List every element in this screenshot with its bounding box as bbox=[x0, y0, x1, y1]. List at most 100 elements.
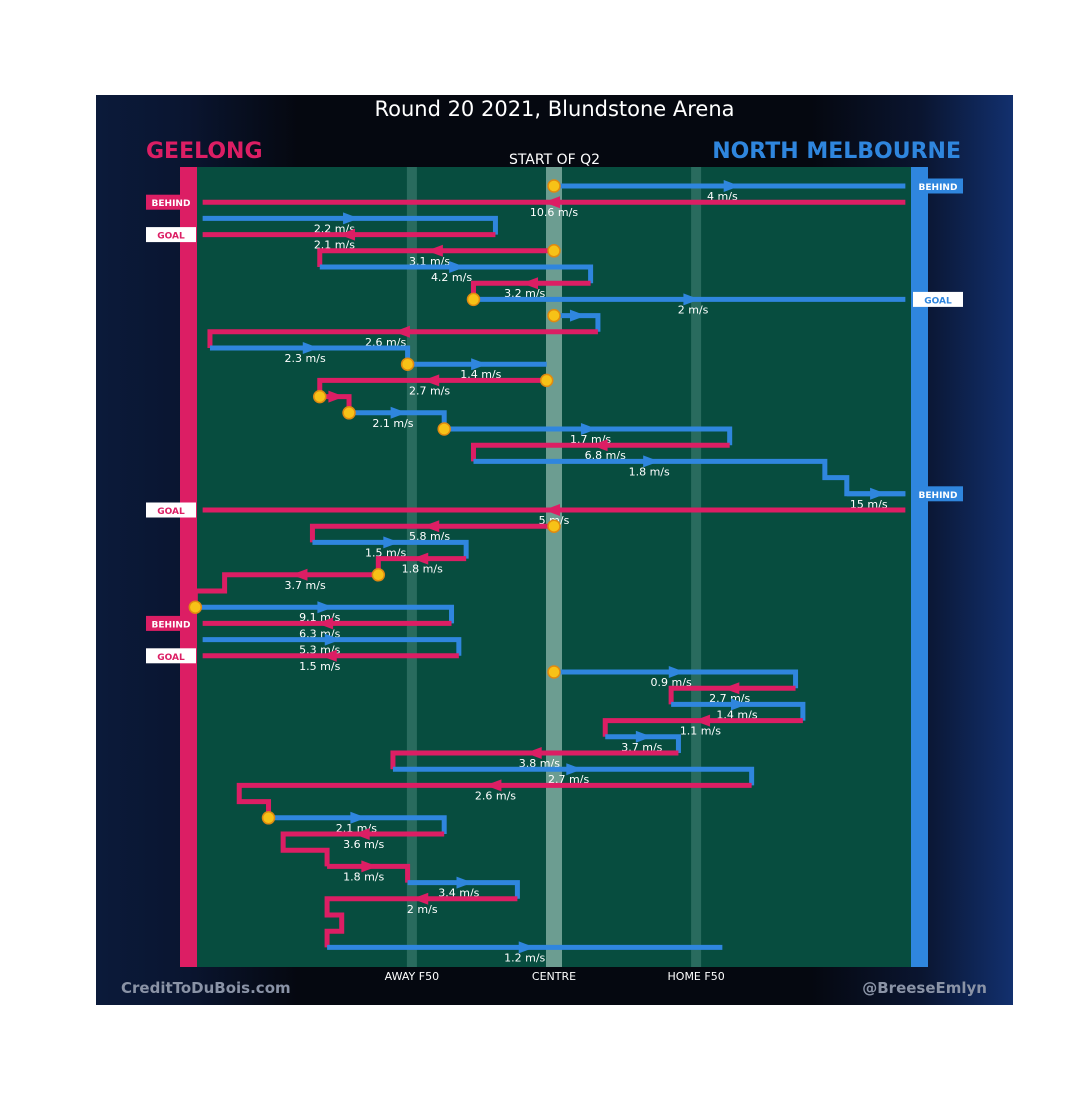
chain-path bbox=[309, 523, 554, 543]
direction-arrow bbox=[518, 941, 535, 954]
direction-arrow bbox=[580, 423, 597, 435]
outcome-badge bbox=[146, 648, 196, 664]
speed-label: 2.3 m/s bbox=[285, 352, 326, 365]
direction-arrow bbox=[324, 633, 341, 646]
speed-label: 3.6 m/s bbox=[343, 838, 384, 851]
speed-label: 10.6 m/s bbox=[530, 206, 578, 219]
team-right-label: NORTH MELBOURNE bbox=[712, 139, 961, 164]
direction-arrow bbox=[317, 617, 334, 630]
direction-arrow bbox=[643, 455, 660, 468]
speed-label: 1.2 m/s bbox=[504, 951, 545, 964]
direction-arrow bbox=[566, 763, 583, 776]
chain-path bbox=[202, 637, 462, 656]
chain-start-marker bbox=[539, 373, 554, 388]
direction-arrow bbox=[471, 358, 488, 371]
direction-arrow bbox=[412, 892, 429, 905]
outcome-label: GOAL bbox=[157, 653, 185, 663]
x-tick-label: AWAY F50 bbox=[384, 970, 440, 983]
direction-arrow bbox=[544, 196, 560, 209]
x-reference-band bbox=[406, 167, 417, 967]
direction-arrow bbox=[591, 439, 608, 452]
outcome-label: GOAL bbox=[157, 507, 185, 517]
chain-start-marker bbox=[400, 357, 415, 371]
chain-start-marker bbox=[437, 422, 451, 436]
chain-path bbox=[324, 896, 518, 948]
chain-path bbox=[319, 264, 594, 284]
chain-path bbox=[668, 685, 796, 705]
outcome-badge bbox=[146, 194, 196, 210]
chain-path bbox=[280, 831, 445, 867]
chain-path bbox=[407, 880, 520, 899]
speed-label: 2 m/s bbox=[407, 903, 438, 916]
team-left-label: GEELONG bbox=[146, 139, 263, 164]
x-tick-label: HOME F50 bbox=[667, 970, 725, 983]
outcome-badge bbox=[913, 486, 963, 502]
direction-arrow bbox=[317, 601, 334, 614]
direction-arrow bbox=[393, 325, 410, 338]
outcome-badge bbox=[146, 227, 196, 243]
direction-arrow bbox=[328, 390, 345, 403]
direction-arrow bbox=[426, 244, 443, 257]
direction-arrow bbox=[339, 228, 356, 241]
chain-path bbox=[317, 248, 554, 267]
chain-path bbox=[470, 442, 730, 462]
direction-arrow bbox=[569, 309, 586, 322]
chain-start-marker bbox=[371, 568, 386, 582]
chain-path bbox=[554, 313, 601, 332]
speed-label: 1.5 m/s bbox=[299, 660, 340, 673]
x-reference-band bbox=[546, 167, 562, 967]
chain-path bbox=[554, 669, 799, 689]
direction-arrow bbox=[353, 828, 370, 840]
outcome-label: BEHIND bbox=[152, 199, 191, 209]
direction-arrow bbox=[423, 520, 440, 533]
x-tick-label: CENTRE bbox=[531, 970, 577, 983]
direction-arrow bbox=[694, 714, 711, 727]
credit-right: @BreeseEmlyn bbox=[862, 979, 987, 997]
chain-start-marker bbox=[466, 292, 481, 307]
direction-arrow bbox=[412, 552, 429, 565]
direction-arrow bbox=[723, 682, 740, 695]
direction-arrow bbox=[635, 730, 652, 743]
chain-start-marker bbox=[313, 389, 327, 404]
speed-label: 3.7 m/s bbox=[285, 579, 326, 592]
outcome-badge bbox=[146, 615, 196, 631]
chain-path bbox=[236, 782, 752, 818]
speed-label: 1.8 m/s bbox=[402, 563, 443, 576]
direction-arrow bbox=[302, 342, 319, 354]
outcome-badge bbox=[913, 291, 963, 307]
direction-arrow bbox=[350, 811, 367, 824]
direction-arrow bbox=[522, 277, 539, 290]
chart-title: Round 20 2021, Blundstone Arena bbox=[374, 97, 735, 121]
direction-arrow bbox=[870, 487, 887, 500]
direction-arrow bbox=[456, 876, 473, 889]
speed-label: 1.8 m/s bbox=[629, 465, 670, 478]
outcome-label: BEHIND bbox=[919, 491, 958, 501]
chain-path bbox=[605, 734, 681, 753]
outcome-badge bbox=[913, 178, 963, 194]
chain-start-marker bbox=[547, 519, 561, 533]
chain-path bbox=[312, 539, 469, 559]
direction-arrow bbox=[668, 666, 685, 678]
direction-arrow bbox=[731, 698, 747, 711]
chain-path bbox=[671, 701, 806, 721]
north-end-bar bbox=[911, 167, 928, 967]
direction-arrow bbox=[291, 568, 308, 581]
outcome-label: BEHIND bbox=[152, 620, 191, 630]
chain-start-marker bbox=[547, 665, 561, 679]
chain-start-marker bbox=[261, 811, 276, 825]
chart-panel: Round 20 2021, Blundstone Arena GEELONG … bbox=[96, 95, 1013, 1005]
chain-start-marker bbox=[547, 244, 561, 258]
geelong-end-bar bbox=[180, 167, 197, 967]
outcome-label: GOAL bbox=[157, 232, 185, 242]
chain-path bbox=[268, 815, 447, 834]
speed-label: 1.1 m/s bbox=[680, 725, 721, 738]
direction-arrow bbox=[683, 293, 700, 306]
chain-start-marker bbox=[342, 406, 356, 420]
direction-arrow bbox=[525, 747, 542, 759]
outcome-label: BEHIND bbox=[919, 183, 958, 193]
outcome-badge bbox=[146, 502, 196, 518]
speed-label: 2.1 m/s bbox=[372, 417, 413, 430]
direction-arrow bbox=[361, 860, 378, 873]
speed-label: 2.7 m/s bbox=[409, 384, 450, 397]
